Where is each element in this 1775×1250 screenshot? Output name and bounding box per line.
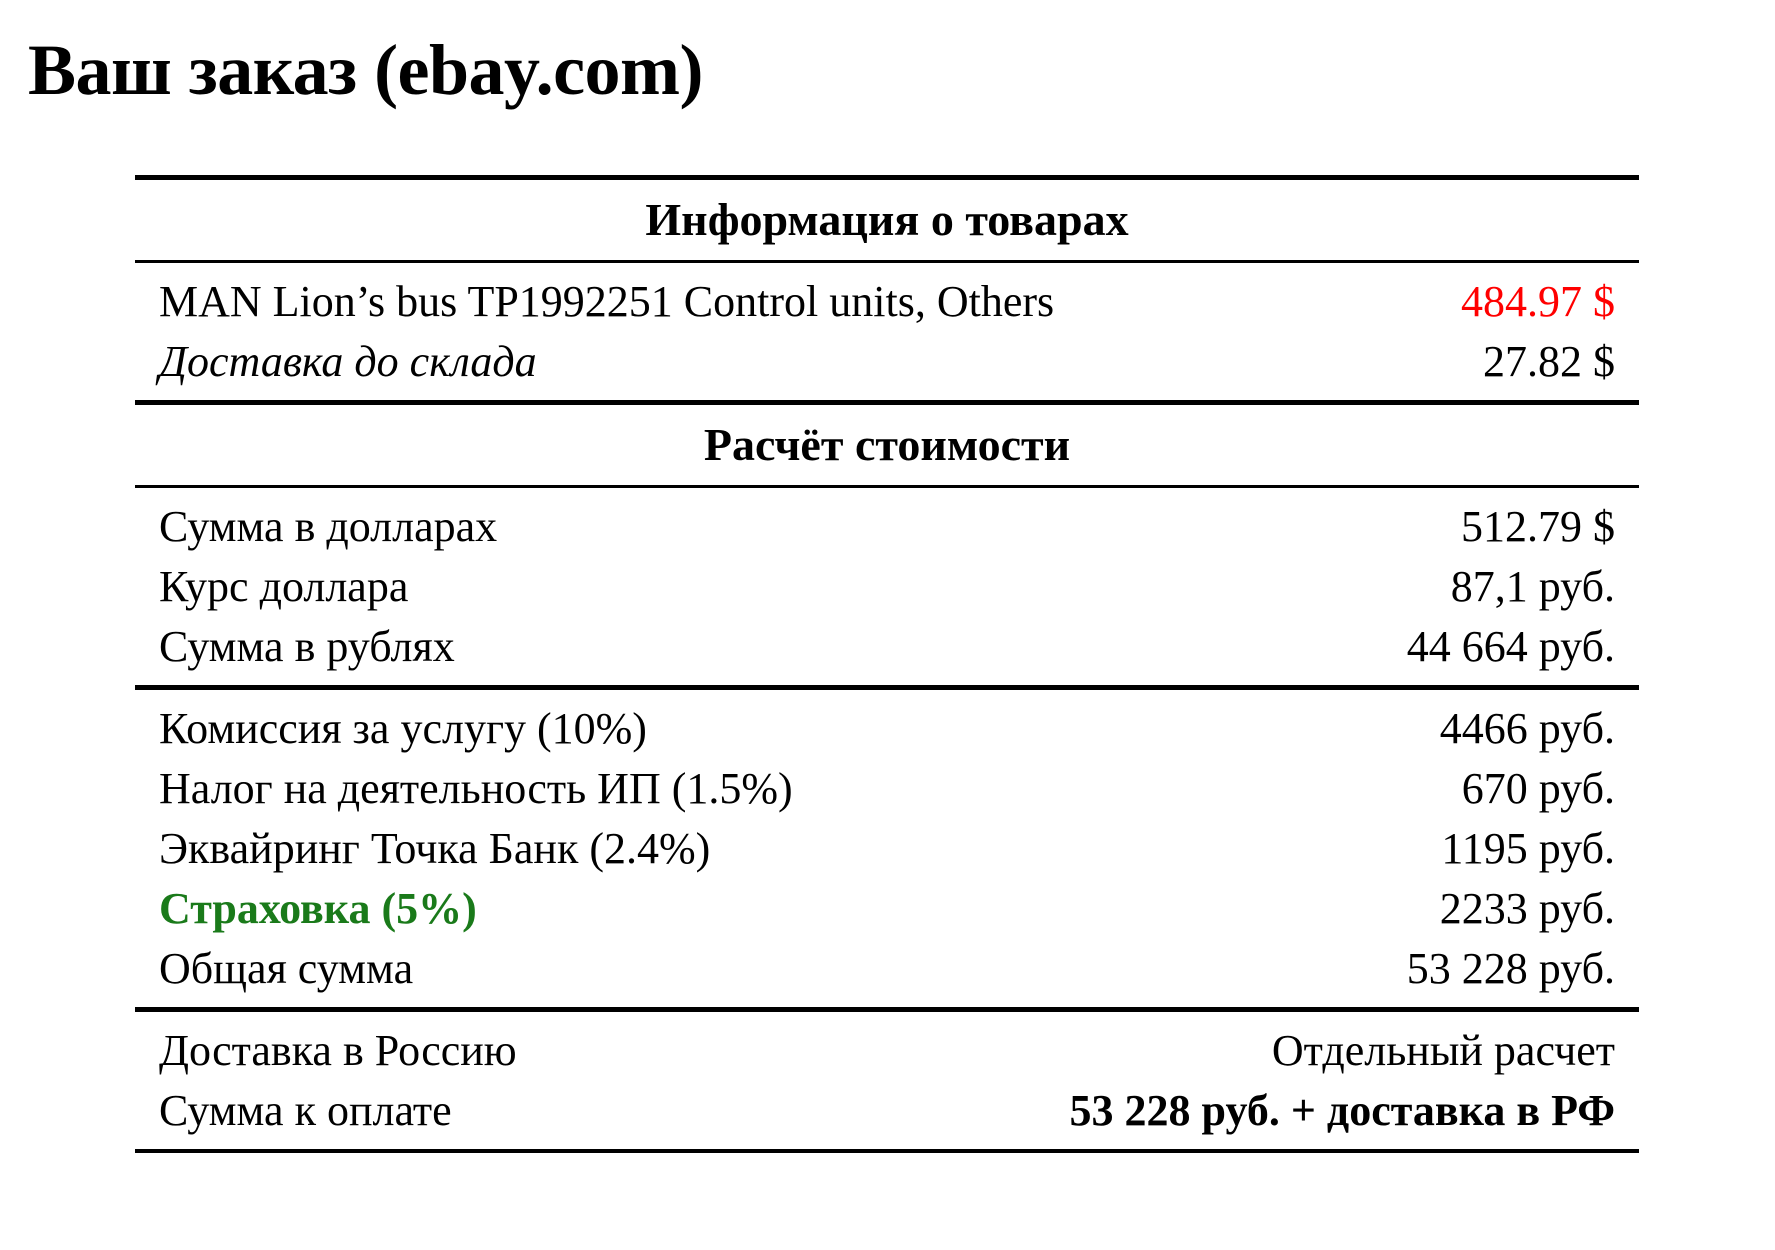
section-separator-rule-1 bbox=[135, 400, 1639, 405]
row-sum-usd: Сумма в долларах 512.79 $ bbox=[135, 497, 1639, 557]
amount-due-label: Сумма к оплате bbox=[159, 1086, 452, 1135]
payment-rows: Доставка в Россию Отдельный расчет Сумма… bbox=[135, 1012, 1639, 1149]
row-usd-rate: Курс доллара 87,1 руб. bbox=[135, 557, 1639, 617]
row-amount-due: Сумма к оплате 53 228 руб. + доставка в … bbox=[135, 1081, 1639, 1141]
row-warehouse-shipping: Доставка до склада 27.82 $ bbox=[135, 332, 1639, 392]
table-top-rule bbox=[135, 175, 1639, 180]
row-insurance: Страховка (5%) 2233 руб. bbox=[135, 879, 1639, 939]
currency-rows: Сумма в долларах 512.79 $ Курс доллара 8… bbox=[135, 488, 1639, 685]
tax-value: 670 руб. bbox=[1461, 764, 1615, 813]
row-sum-rub: Сумма в рублях 44 664 руб. bbox=[135, 617, 1639, 677]
product-price: 484.97 $ bbox=[1461, 277, 1615, 326]
insurance-value: 2233 руб. bbox=[1439, 884, 1615, 933]
sum-usd-label: Сумма в долларах bbox=[159, 502, 498, 551]
warehouse-shipping-price: 27.82 $ bbox=[1483, 337, 1615, 386]
row-shipping-russia: Доставка в Россию Отдельный расчет bbox=[135, 1021, 1639, 1081]
row-service-fee: Комиссия за услугу (10%) 4466 руб. bbox=[135, 699, 1639, 759]
acquiring-label: Эквайринг Точка Банк (2.4%) bbox=[159, 824, 711, 873]
items-header-rule bbox=[135, 260, 1639, 263]
sum-usd-value: 512.79 $ bbox=[1461, 502, 1615, 551]
row-acquiring: Эквайринг Точка Банк (2.4%) 1195 руб. bbox=[135, 819, 1639, 879]
section-separator-rule-3 bbox=[135, 1007, 1639, 1012]
usd-rate-label: Курс доллара bbox=[159, 562, 409, 611]
page-title: Ваш заказ (ebay.com) bbox=[28, 30, 703, 110]
row-total: Общая сумма 53 228 руб. bbox=[135, 939, 1639, 999]
service-fee-label: Комиссия за услугу (10%) bbox=[159, 704, 647, 753]
table-bottom-rule bbox=[135, 1149, 1639, 1153]
section-separator-rule-2 bbox=[135, 685, 1639, 690]
total-label: Общая сумма bbox=[159, 944, 414, 993]
warehouse-shipping-label: Доставка до склада bbox=[159, 337, 537, 386]
sum-rub-label: Сумма в рублях bbox=[159, 622, 455, 671]
order-table: Информация о товарах MAN Lion’s bus TP19… bbox=[135, 175, 1639, 1153]
shipping-russia-value: Отдельный расчет bbox=[1271, 1026, 1615, 1075]
sum-rub-value: 44 664 руб. bbox=[1406, 622, 1615, 671]
product-label: MAN Lion’s bus TP1992251 Control units, … bbox=[159, 277, 1055, 326]
cost-header-rule bbox=[135, 485, 1639, 488]
items-rows: MAN Lion’s bus TP1992251 Control units, … bbox=[135, 263, 1639, 400]
row-product: MAN Lion’s bus TP1992251 Control units, … bbox=[135, 272, 1639, 332]
fees-rows: Комиссия за услугу (10%) 4466 руб. Налог… bbox=[135, 690, 1639, 1007]
row-tax: Налог на деятельность ИП (1.5%) 670 руб. bbox=[135, 759, 1639, 819]
section-header-items-info: Информация о товарах bbox=[645, 194, 1129, 245]
shipping-russia-label: Доставка в Россию bbox=[159, 1026, 517, 1075]
service-fee-value: 4466 руб. bbox=[1439, 704, 1615, 753]
tax-label: Налог на деятельность ИП (1.5%) bbox=[159, 764, 793, 813]
section-header-cost-calculation: Расчёт стоимости bbox=[703, 419, 1071, 470]
insurance-label: Страховка (5%) bbox=[159, 884, 477, 933]
amount-due-value: 53 228 руб. + доставка в РФ bbox=[1069, 1086, 1615, 1135]
usd-rate-value: 87,1 руб. bbox=[1450, 562, 1615, 611]
total-value: 53 228 руб. bbox=[1406, 944, 1615, 993]
acquiring-value: 1195 руб. bbox=[1441, 824, 1615, 873]
